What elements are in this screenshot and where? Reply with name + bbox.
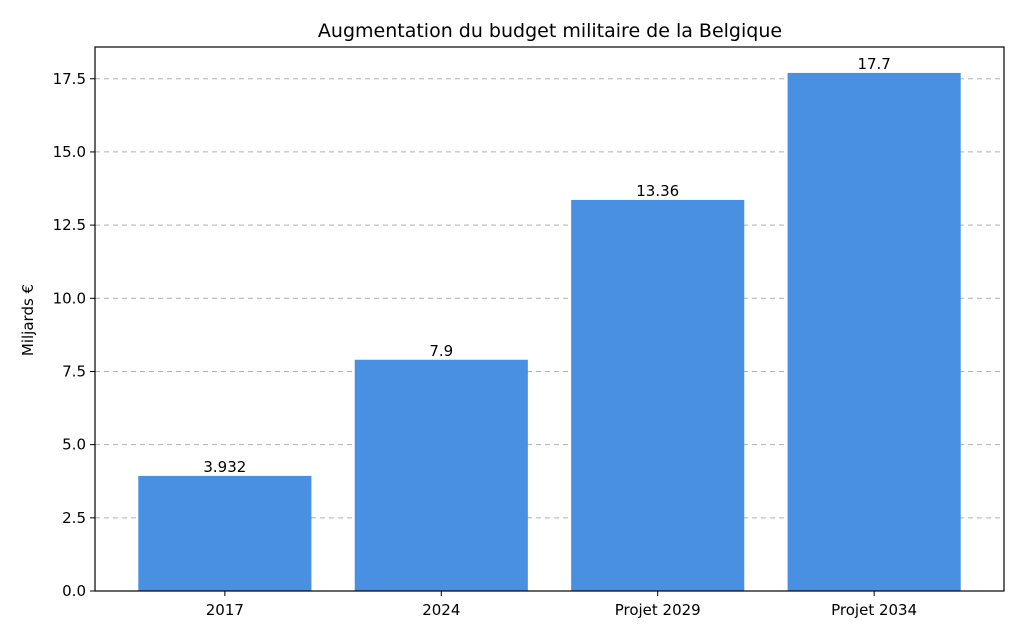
y-tick-label: 5.0	[62, 436, 86, 454]
bar-value-label: 17.7	[857, 55, 890, 73]
x-tick-label: Projet 2034	[831, 601, 917, 619]
y-tick-label: 2.5	[62, 509, 86, 527]
bar	[354, 359, 528, 591]
data-labels: 3.932 7.9 13.36 17.7	[203, 55, 890, 476]
bar-value-label: 3.932	[203, 458, 246, 476]
chart-title: Augmentation du budget militaire de la B…	[318, 20, 782, 42]
plot-frame	[94, 46, 1005, 592]
bar	[571, 199, 745, 591]
y-axis-label: Miljards €	[19, 284, 37, 356]
x-tick-label: 2017	[206, 601, 244, 619]
bar	[787, 72, 961, 591]
x-axis-ticks: 2017 2024 Projet 2029 Projet 2034	[206, 591, 917, 619]
y-tick-label: 7.5	[62, 362, 86, 380]
y-axis-ticks: 0.0 2.5 5.0 7.5 10.0 12.5 15.0 17.5	[53, 70, 95, 600]
y-tick-label: 12.5	[53, 216, 86, 234]
y-tick-label: 0.0	[62, 582, 86, 600]
x-tick-label: 2024	[422, 601, 460, 619]
bar-value-label: 13.36	[636, 182, 679, 200]
x-tick-label: Projet 2029	[615, 601, 701, 619]
y-tick-label: 10.0	[53, 289, 86, 307]
bar	[138, 475, 312, 591]
bars	[138, 72, 961, 591]
y-tick-label: 15.0	[53, 143, 86, 161]
bar-value-label: 7.9	[429, 342, 453, 360]
y-tick-label: 17.5	[53, 70, 86, 88]
